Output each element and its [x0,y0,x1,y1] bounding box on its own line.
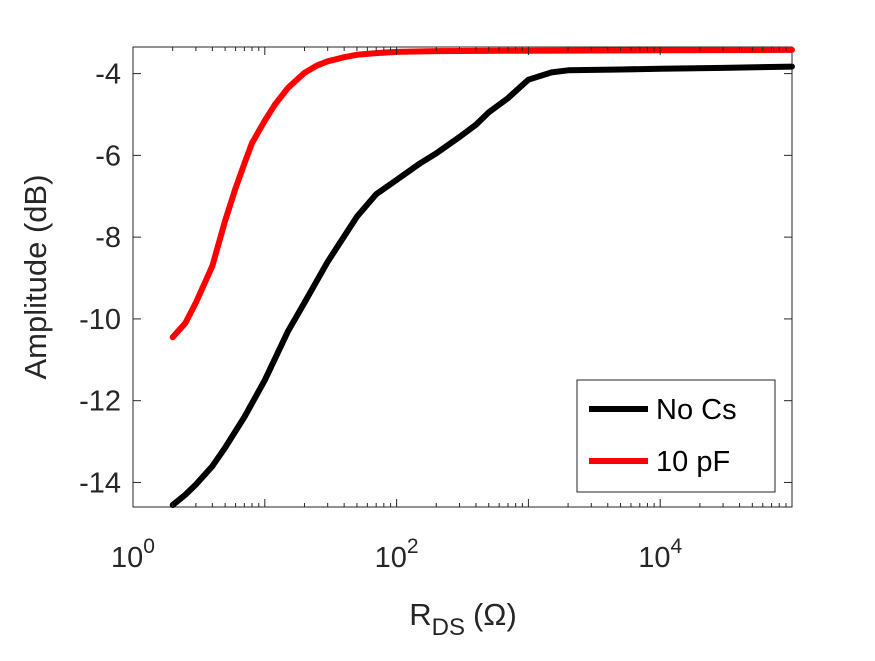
x-axis-label-unit: (Ω) [473,597,517,632]
y-tick-label: -8 [95,222,121,254]
y-tick-label: -6 [95,140,121,172]
x-axis-label: RDS (Ω) [409,597,517,641]
x-tick-exp: 0 [143,535,155,558]
legend-label-no-cs: No Cs [656,394,737,426]
legend: No Cs 10 pF [576,379,776,493]
x-tick-label: 102 [375,535,419,574]
x-axis-label-sub: DS [432,614,465,641]
series-line-10-pf [169,46,795,341]
x-tick-exp: 2 [407,535,419,558]
y-axis-label: Amplitude (dB) [18,174,53,379]
x-tick-base: 10 [638,542,670,574]
x-axis-ticks: 100 102 104 [111,47,787,574]
x-tick-label: 100 [111,535,155,574]
x-tick-base: 10 [375,542,407,574]
legend-label-10pf: 10 pF [656,446,730,478]
x-tick-exp: 4 [670,535,682,558]
y-tick-label: -10 [79,304,121,336]
y-axis-ticks: -14 -12 -10 -8 -6 -4 [79,59,792,499]
series-line-no-cs [169,63,795,508]
y-tick-label: -14 [79,467,121,499]
x-tick-base: 10 [111,542,143,574]
y-tick-label: -4 [95,59,121,91]
legend-box [576,379,776,493]
y-tick-label: -12 [79,386,121,418]
x-tick-label: 104 [638,535,682,574]
x-axis-label-main: R [409,597,431,632]
series-layer [169,46,795,508]
